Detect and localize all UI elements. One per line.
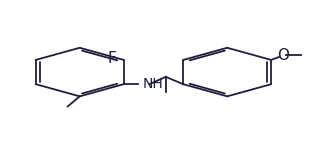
- Text: NH: NH: [143, 77, 163, 91]
- Text: F: F: [107, 51, 116, 66]
- Text: O: O: [277, 48, 289, 63]
